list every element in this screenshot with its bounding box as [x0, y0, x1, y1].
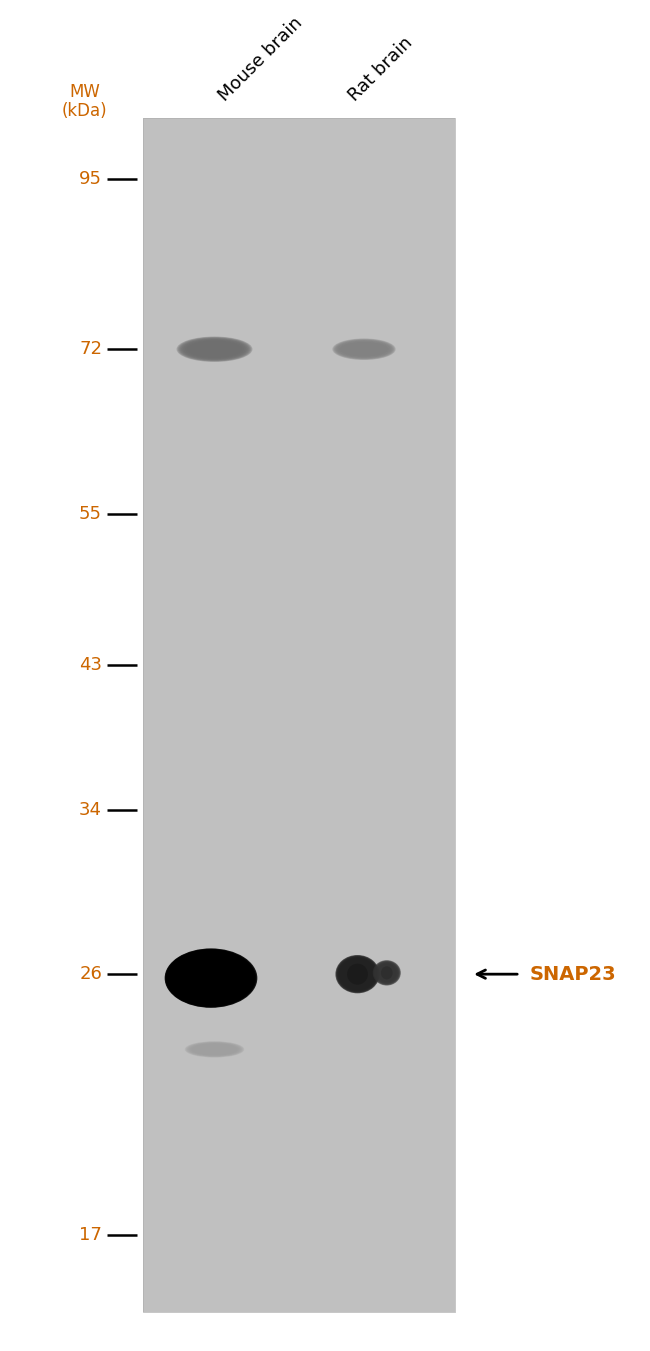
- Ellipse shape: [190, 1043, 239, 1056]
- Text: Rat brain: Rat brain: [344, 34, 416, 104]
- Text: 34: 34: [79, 801, 102, 819]
- Ellipse shape: [374, 962, 399, 985]
- Ellipse shape: [339, 958, 376, 990]
- Ellipse shape: [337, 340, 391, 358]
- Ellipse shape: [170, 952, 247, 1002]
- Ellipse shape: [186, 1042, 243, 1056]
- Ellipse shape: [182, 339, 247, 359]
- Ellipse shape: [338, 957, 377, 992]
- Ellipse shape: [332, 339, 396, 359]
- Ellipse shape: [375, 962, 398, 984]
- Text: MW
(kDa): MW (kDa): [62, 82, 107, 120]
- Ellipse shape: [170, 954, 246, 1002]
- Ellipse shape: [340, 959, 375, 990]
- Ellipse shape: [337, 340, 391, 358]
- Ellipse shape: [342, 961, 373, 988]
- Ellipse shape: [335, 340, 393, 358]
- Ellipse shape: [172, 955, 242, 1001]
- Ellipse shape: [373, 961, 400, 985]
- Text: 43: 43: [79, 657, 102, 674]
- Ellipse shape: [174, 958, 238, 998]
- Ellipse shape: [335, 955, 380, 993]
- Ellipse shape: [341, 959, 374, 989]
- Ellipse shape: [334, 339, 394, 359]
- Text: 55: 55: [79, 505, 102, 523]
- Ellipse shape: [183, 339, 246, 359]
- Ellipse shape: [333, 339, 395, 359]
- Ellipse shape: [341, 959, 374, 989]
- Ellipse shape: [339, 958, 376, 990]
- Ellipse shape: [374, 961, 400, 985]
- Ellipse shape: [372, 961, 401, 985]
- Ellipse shape: [335, 339, 393, 359]
- Ellipse shape: [173, 957, 240, 1000]
- Text: 72: 72: [79, 340, 102, 358]
- Ellipse shape: [347, 963, 368, 985]
- Text: Mouse brain: Mouse brain: [214, 14, 306, 104]
- Text: 26: 26: [79, 965, 102, 984]
- Ellipse shape: [171, 954, 245, 1002]
- Ellipse shape: [377, 963, 396, 982]
- Ellipse shape: [165, 948, 256, 1008]
- Ellipse shape: [168, 951, 251, 1005]
- Ellipse shape: [174, 957, 239, 1000]
- Ellipse shape: [185, 1042, 244, 1058]
- Ellipse shape: [187, 1042, 242, 1056]
- Ellipse shape: [164, 948, 257, 1008]
- Ellipse shape: [177, 954, 226, 1000]
- Ellipse shape: [343, 961, 372, 988]
- Ellipse shape: [166, 950, 254, 1006]
- Text: 95: 95: [79, 170, 102, 188]
- Ellipse shape: [376, 963, 398, 984]
- Ellipse shape: [168, 951, 250, 1005]
- FancyBboxPatch shape: [143, 118, 455, 1312]
- Ellipse shape: [337, 957, 378, 992]
- Ellipse shape: [172, 955, 244, 1001]
- Ellipse shape: [378, 965, 396, 982]
- Ellipse shape: [188, 1043, 240, 1056]
- Ellipse shape: [181, 338, 248, 361]
- Ellipse shape: [184, 339, 245, 359]
- Ellipse shape: [376, 962, 398, 984]
- Text: 17: 17: [79, 1225, 102, 1244]
- Ellipse shape: [174, 957, 240, 1000]
- Ellipse shape: [176, 958, 235, 998]
- Text: SNAP23: SNAP23: [530, 965, 616, 984]
- Ellipse shape: [177, 336, 252, 362]
- Ellipse shape: [169, 952, 249, 1004]
- Ellipse shape: [338, 342, 390, 357]
- Ellipse shape: [172, 955, 243, 1001]
- Ellipse shape: [343, 962, 372, 988]
- Ellipse shape: [175, 958, 237, 998]
- Ellipse shape: [336, 955, 379, 993]
- Ellipse shape: [179, 338, 250, 361]
- Ellipse shape: [166, 950, 255, 1006]
- Ellipse shape: [169, 952, 248, 1004]
- Ellipse shape: [381, 966, 393, 979]
- Ellipse shape: [167, 951, 252, 1005]
- Ellipse shape: [167, 950, 254, 1006]
- Ellipse shape: [376, 963, 397, 982]
- Ellipse shape: [180, 338, 249, 361]
- Ellipse shape: [177, 336, 252, 362]
- Ellipse shape: [337, 957, 378, 992]
